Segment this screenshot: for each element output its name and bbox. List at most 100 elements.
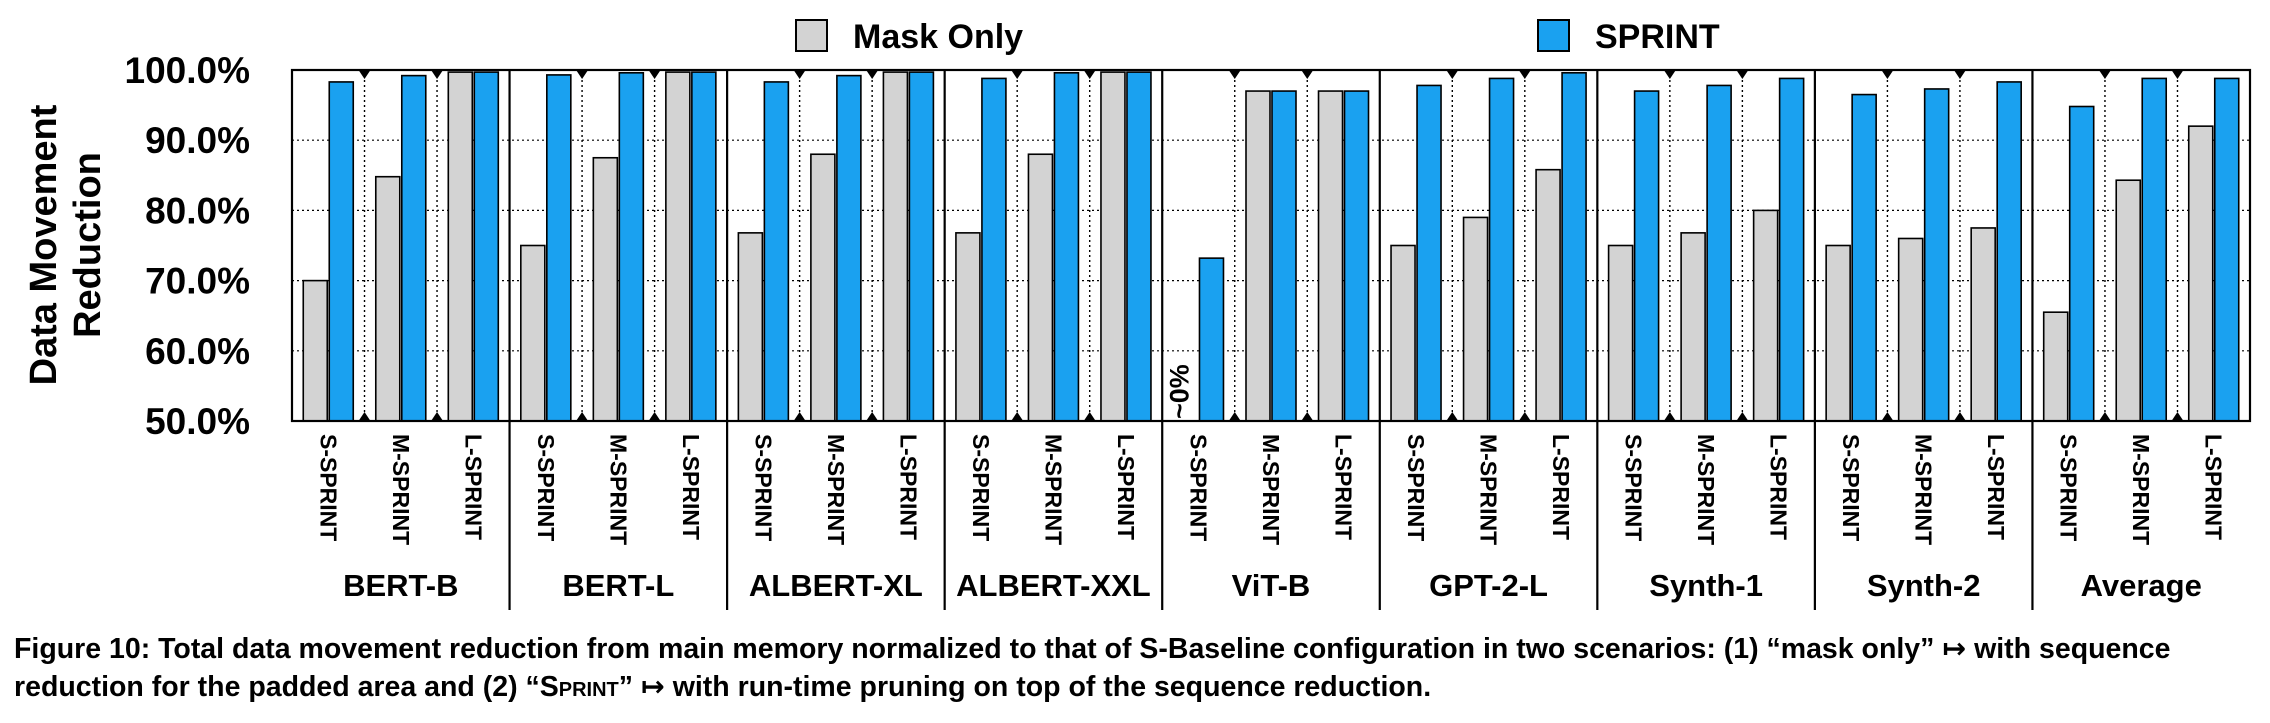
bar-mask-only	[302, 279, 329, 422]
separator-marker-top	[1446, 70, 1459, 79]
x-tick-label: M-SPRINT	[605, 434, 631, 545]
separator-marker-top	[1881, 70, 1894, 79]
y-axis-label: Data Movement	[23, 104, 65, 385]
x-tick-label: L-SPRINT	[895, 434, 921, 540]
caption-sprint-word: Sprint	[539, 671, 619, 703]
figure-caption: Figure 10: Total data movement reduction…	[14, 630, 2259, 706]
separator-marker-bottom	[1446, 412, 1459, 421]
separator-marker-bottom	[1301, 412, 1314, 421]
y-tick-label: 80.0%	[145, 190, 250, 231]
separator-marker-top	[1736, 70, 1749, 79]
annotation-zero: ~0%	[1164, 364, 1194, 419]
bar-mask-only	[1970, 227, 1996, 422]
bar-sprint	[1416, 84, 1442, 422]
x-tick-label: S-SPRINT	[533, 434, 559, 541]
bar-mask-only	[1752, 209, 1779, 422]
x-tick-label: L-SPRINT	[1113, 434, 1139, 540]
bar-mask-only	[1462, 216, 1489, 422]
bar-mask-only	[1825, 244, 1851, 422]
separator-marker-top	[2098, 70, 2111, 79]
bar-sprint	[1851, 93, 1877, 422]
group-label: BERT-B	[343, 568, 458, 603]
caption-prefix: Figure 10: Total data movement reduction…	[14, 633, 2171, 703]
separator-marker-top	[793, 70, 806, 79]
bar-mask-only	[1897, 237, 1924, 422]
separator-marker-top	[2171, 70, 2184, 79]
separator-marker-top	[576, 70, 589, 79]
bar-sprint	[1706, 84, 1732, 422]
bar-sprint	[836, 74, 862, 422]
x-tick-label: L-SPRINT	[2201, 434, 2227, 540]
legend-swatch	[795, 19, 828, 52]
bar-sprint	[1198, 257, 1225, 422]
separator-marker-top	[1083, 70, 1096, 79]
group-label: ALBERT-XL	[749, 568, 923, 603]
bar-sprint	[763, 81, 790, 422]
x-tick-label: M-SPRINT	[1258, 434, 1284, 545]
x-tick-label: S-SPRINT	[1403, 434, 1429, 541]
separator-marker-top	[1663, 70, 1676, 79]
bar-mask-only	[665, 71, 691, 422]
separator-marker-bottom	[2098, 412, 2111, 421]
separator-marker-top	[1518, 70, 1531, 79]
x-tick-label: M-SPRINT	[823, 434, 849, 545]
bar-sprint	[1271, 90, 1297, 422]
bar-mask-only	[374, 175, 401, 422]
bar-mask-only	[955, 232, 981, 422]
y-tick-label: 70.0%	[145, 261, 250, 302]
bar-sprint	[2068, 105, 2095, 422]
x-tick-label: S-SPRINT	[1185, 434, 1211, 541]
y-tick-label: 60.0%	[145, 331, 250, 372]
group-label: Synth-2	[1867, 568, 1981, 603]
bar-sprint	[1996, 81, 2022, 422]
bar-sprint	[1053, 72, 1080, 422]
bar-sprint	[1488, 77, 1515, 422]
y-axis-label: Reduction	[67, 152, 109, 338]
x-tick-label: S-SPRINT	[750, 434, 776, 541]
separator-marker-bottom	[1083, 412, 1096, 421]
bar-mask-only	[1100, 71, 1126, 422]
x-tick-label: M-SPRINT	[1693, 434, 1719, 545]
legend-label: SPRINT	[1595, 18, 1720, 56]
bar-mask-only	[2115, 179, 2142, 422]
x-tick-label: L-SPRINT	[1766, 434, 1792, 540]
group-label: BERT-L	[562, 568, 674, 603]
bar-mask-only	[810, 153, 836, 422]
bar-sprint	[2213, 77, 2240, 422]
separator-marker-bottom	[1736, 412, 1749, 421]
x-tick-label: M-SPRINT	[388, 434, 414, 545]
x-tick-label: L-SPRINT	[1331, 434, 1357, 540]
separator-marker-bottom	[576, 412, 589, 421]
group-label: ViT-B	[1232, 568, 1311, 603]
separator-marker-bottom	[1011, 412, 1024, 421]
separator-marker-top	[1953, 70, 1966, 79]
group-label: ALBERT-XXL	[956, 568, 1151, 603]
bar-sprint	[618, 72, 645, 422]
bar-mask-only	[2187, 125, 2214, 422]
x-tick-label: L-SPRINT	[1548, 434, 1574, 540]
bar-mask-only	[1680, 232, 1706, 422]
bar-mask-only	[1390, 244, 1416, 422]
y-tick-label: 100.0%	[125, 50, 251, 91]
bar-mask-only	[737, 232, 764, 422]
separator-marker-top	[866, 70, 879, 79]
separator-marker-bottom	[793, 412, 806, 421]
separator-marker-top	[1228, 70, 1241, 79]
y-tick-label: 50.0%	[145, 401, 250, 442]
bar-mask-only	[592, 156, 619, 422]
separator-marker-bottom	[1518, 412, 1531, 421]
plot-frame	[290, 68, 2252, 423]
group-label: Synth-1	[1649, 568, 1763, 603]
bar-mask-only	[1027, 153, 1054, 422]
separator-marker-bottom	[1228, 412, 1241, 421]
bar-mask-only	[1245, 90, 1271, 422]
separator-marker-bottom	[1663, 412, 1676, 421]
y-tick-label: 90.0%	[145, 120, 250, 161]
bar-sprint	[2141, 77, 2168, 422]
bar-sprint	[1561, 72, 1587, 422]
separator-marker-top	[1301, 70, 1314, 79]
x-tick-label: S-SPRINT	[1838, 434, 1864, 541]
separator-marker-bottom	[431, 412, 444, 421]
x-tick-label: M-SPRINT	[1476, 434, 1502, 545]
bar-mask-only	[2042, 311, 2069, 422]
